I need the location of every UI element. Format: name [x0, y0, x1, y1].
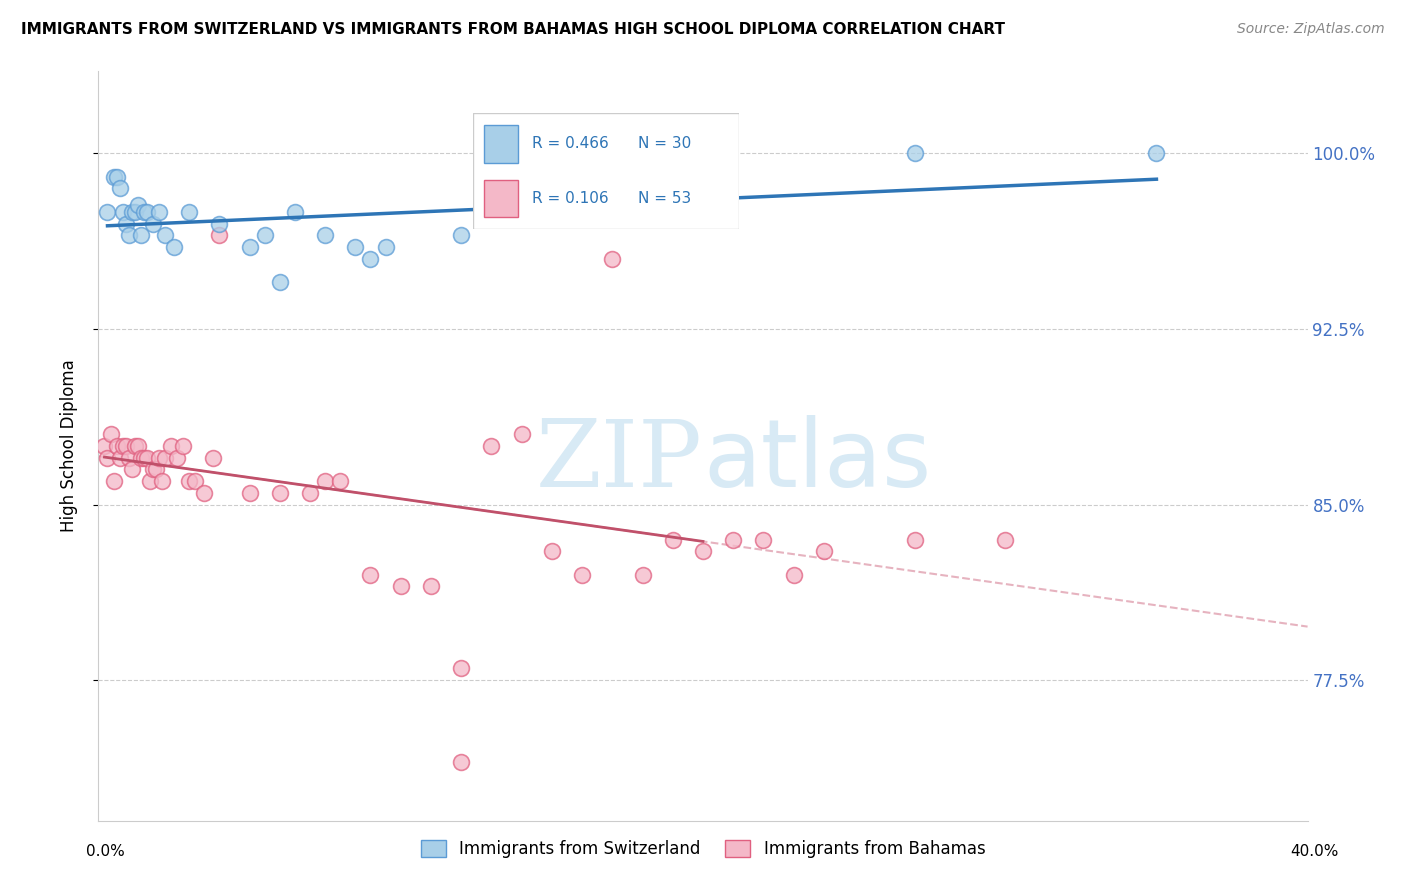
Point: [127, 439, 149, 453]
Point: [142, 462, 165, 476]
Point: [105, 439, 128, 453]
Text: atlas: atlas: [703, 415, 931, 507]
Point: [142, 217, 165, 231]
Point: [783, 567, 806, 582]
Y-axis label: High School Diploma: High School Diploma: [59, 359, 77, 533]
Point: [114, 439, 136, 453]
Point: [450, 755, 472, 769]
Point: [602, 252, 624, 266]
Point: [1144, 146, 1167, 161]
Point: [179, 474, 201, 488]
Point: [314, 474, 336, 488]
Point: [329, 474, 352, 488]
Point: [253, 228, 276, 243]
Point: [631, 567, 654, 582]
Point: [193, 485, 215, 500]
Text: Source: ZipAtlas.com: Source: ZipAtlas.com: [1237, 22, 1385, 37]
Point: [450, 661, 472, 675]
Point: [269, 485, 291, 500]
Text: 40.0%: 40.0%: [1291, 845, 1339, 859]
Point: [284, 204, 307, 219]
Point: [129, 228, 152, 243]
Point: [108, 450, 131, 465]
Point: [166, 450, 188, 465]
Point: [360, 567, 382, 582]
Point: [202, 450, 225, 465]
Point: [172, 439, 194, 453]
Point: [904, 533, 927, 547]
Point: [93, 439, 115, 453]
Point: [299, 485, 322, 500]
Point: [239, 240, 262, 254]
Point: [148, 450, 170, 465]
Point: [108, 181, 131, 195]
Point: [121, 462, 143, 476]
Point: [571, 567, 593, 582]
Point: [163, 240, 186, 254]
Point: [389, 579, 412, 593]
Point: [344, 240, 367, 254]
Text: ZIP: ZIP: [536, 416, 703, 506]
Point: [96, 204, 118, 219]
Point: [153, 228, 176, 243]
Point: [752, 533, 775, 547]
Text: IMMIGRANTS FROM SWITZERLAND VS IMMIGRANTS FROM BAHAMAS HIGH SCHOOL DIPLOMA CORRE: IMMIGRANTS FROM SWITZERLAND VS IMMIGRANT…: [21, 22, 1005, 37]
Point: [148, 204, 170, 219]
Point: [124, 439, 146, 453]
Point: [692, 544, 714, 558]
Point: [374, 240, 396, 254]
Point: [114, 217, 136, 231]
Point: [904, 146, 927, 161]
Point: [121, 204, 143, 219]
Point: [127, 198, 149, 212]
Point: [314, 228, 336, 243]
Point: [450, 228, 472, 243]
Point: [135, 450, 157, 465]
Point: [103, 169, 125, 184]
Text: 0.0%: 0.0%: [86, 845, 125, 859]
Point: [103, 474, 125, 488]
Point: [208, 228, 231, 243]
Point: [360, 252, 382, 266]
Point: [124, 204, 146, 219]
Point: [105, 169, 128, 184]
Point: [540, 544, 562, 558]
Point: [150, 474, 173, 488]
Point: [132, 204, 155, 219]
Point: [481, 439, 503, 453]
Point: [118, 450, 141, 465]
Point: [135, 204, 157, 219]
Point: [160, 439, 183, 453]
Point: [100, 427, 122, 442]
Point: [153, 450, 176, 465]
Point: [420, 579, 443, 593]
Point: [184, 474, 207, 488]
Point: [813, 544, 835, 558]
Point: [723, 533, 745, 547]
Point: [510, 427, 533, 442]
Point: [239, 485, 262, 500]
Point: [269, 275, 291, 289]
Legend: Immigrants from Switzerland, Immigrants from Bahamas: Immigrants from Switzerland, Immigrants …: [413, 833, 993, 864]
Point: [118, 228, 141, 243]
Point: [139, 474, 162, 488]
Point: [145, 462, 167, 476]
Point: [111, 204, 134, 219]
Point: [96, 450, 118, 465]
Point: [179, 204, 201, 219]
Point: [111, 439, 134, 453]
Point: [208, 217, 231, 231]
Point: [129, 450, 152, 465]
Point: [661, 533, 683, 547]
Point: [132, 450, 155, 465]
Point: [994, 533, 1017, 547]
